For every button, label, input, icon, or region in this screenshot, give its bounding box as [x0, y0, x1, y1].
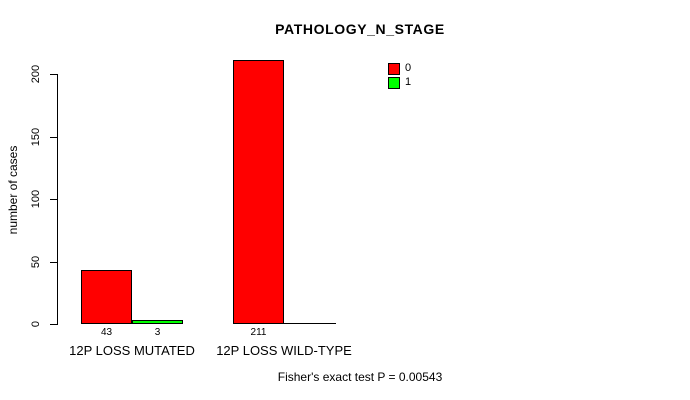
- bar-value-label: 3: [154, 327, 161, 338]
- legend-swatch-red-icon: [388, 62, 400, 75]
- fisher-test-annotation: Fisher's exact test P = 0.00543: [277, 370, 443, 384]
- chart-legend: 0 1: [388, 62, 411, 90]
- y-tick-label: 0: [30, 320, 42, 328]
- legend-item-0: 0: [388, 62, 411, 75]
- bar-value-label: 211: [250, 327, 267, 338]
- x-category-label: 12P LOSS WILD-TYPE: [216, 343, 352, 358]
- y-tick-mark: [50, 324, 57, 325]
- legend-label: 0: [405, 62, 412, 74]
- bar-1-2-zero: [284, 323, 336, 324]
- y-tick-label: 150: [30, 127, 42, 147]
- y-axis-line: [57, 74, 58, 325]
- chart-title: PATHOLOGY_N_STAGE: [275, 21, 445, 37]
- y-tick-label: 100: [30, 189, 42, 209]
- bar-0-group-1: [81, 270, 132, 324]
- y-tick-mark: [50, 262, 57, 263]
- bar-1-group-1: [132, 320, 183, 324]
- bar-value-label: 43: [100, 327, 113, 338]
- y-tick-mark: [50, 74, 57, 75]
- bar-0-group-2: [233, 60, 284, 324]
- legend-item-1: 1: [388, 76, 411, 89]
- legend-label: 1: [405, 76, 412, 88]
- y-tick-label: 200: [30, 64, 42, 84]
- y-tick-label: 50: [30, 255, 42, 269]
- y-tick-mark: [50, 137, 57, 138]
- x-category-label: 12P LOSS MUTATED: [69, 343, 195, 358]
- y-tick-mark: [50, 199, 57, 200]
- y-axis-title: number of cases: [6, 145, 20, 235]
- legend-swatch-green-icon: [388, 76, 400, 89]
